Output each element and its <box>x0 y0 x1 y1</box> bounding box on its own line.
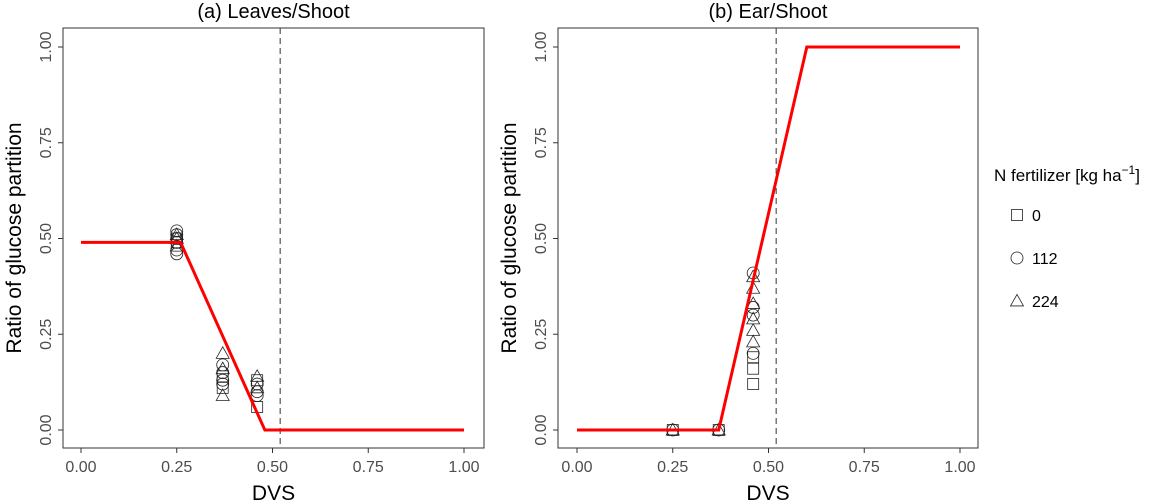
legend-key-triangle <box>1009 293 1025 307</box>
y-axis-label: Ratio of glucose partition <box>498 122 521 353</box>
legend: N fertilizer [kg ha−1] 0 112 224 <box>994 163 1140 311</box>
data-point-circle <box>216 377 230 391</box>
data-point-square <box>747 362 760 375</box>
data-point-triangle <box>745 323 761 336</box>
legend-title: N fertilizer [kg ha−1] <box>994 163 1140 185</box>
y-tick-label: 0.00 <box>38 414 55 445</box>
panel-title: (b) Ear/Shoot <box>709 1 828 23</box>
panel-b: (b) Ear/Shoot 0.00 0.25 0.50 0.75 1.00 0.00 0.2… <box>498 1 979 504</box>
plot-border <box>62 27 485 449</box>
x-axis-label: DVS <box>252 482 295 504</box>
data-point-circle <box>170 224 184 238</box>
y-tick-label: 0.25 <box>38 319 55 350</box>
y-tick-label: 0.00 <box>533 414 550 445</box>
y-tick-label: 1.00 <box>533 31 550 62</box>
y-tick-label: 0.25 <box>533 319 550 350</box>
y-tick-label: 0.50 <box>38 223 55 254</box>
data-point-circle <box>250 377 264 391</box>
x-axis-label: DVS <box>746 482 789 504</box>
legend-label: 0 <box>1032 208 1041 225</box>
data-point-circle <box>216 358 230 372</box>
x-tick-label: 0.00 <box>561 459 592 476</box>
data-point-triangle <box>215 345 230 359</box>
data-point-triangle <box>215 361 230 375</box>
y-tick-label: 0.75 <box>533 127 550 158</box>
x-tick-label: 0.75 <box>849 459 880 476</box>
data-point-square <box>216 381 229 394</box>
x-tick-label: 0.75 <box>353 459 384 476</box>
plot-border <box>557 27 979 449</box>
x-tick-label: 1.00 <box>448 459 479 476</box>
panel-a: (a) Leaves/Shoot 0.00 0.25 0.50 0.75 1.00 0.00… <box>3 1 485 504</box>
legend-label: 224 <box>1032 294 1059 311</box>
data-point-triangle <box>169 238 184 252</box>
x-tick-label: 0.00 <box>65 459 96 476</box>
data-point-triangle <box>745 311 761 325</box>
legend-key-circle <box>1010 251 1024 265</box>
data-point-circle <box>746 308 760 322</box>
y-tick-label: 1.00 <box>38 31 55 62</box>
data-point-circle <box>216 373 230 387</box>
data-point-circle <box>746 346 760 360</box>
fit-line <box>577 45 960 432</box>
data-point-circle <box>170 247 184 261</box>
data-point-triangle <box>249 380 265 394</box>
data-point-triangle <box>215 388 230 401</box>
x-tick-label: 0.50 <box>753 459 784 476</box>
data-point-square <box>747 378 760 390</box>
data-point-circle <box>216 366 230 379</box>
data-point-triangle <box>745 280 761 294</box>
y-tick-label: 0.50 <box>533 223 550 254</box>
data-point-square <box>216 370 229 383</box>
x-tick-label: 1.00 <box>944 459 975 476</box>
legend-label: 112 <box>1032 251 1058 268</box>
data-point-square <box>747 351 760 364</box>
panel-title: (a) Leaves/Shoot <box>197 1 350 23</box>
fit-line <box>81 240 464 432</box>
x-tick-label: 0.25 <box>657 459 688 476</box>
data-point-circle <box>250 389 264 402</box>
data-point-triangle <box>745 334 761 348</box>
x-tick-label: 0.25 <box>161 459 192 476</box>
legend-key-square <box>1011 209 1023 221</box>
y-axis-label: Ratio of glucose partition <box>3 122 26 353</box>
x-tick-label: 0.50 <box>257 459 288 476</box>
y-tick-label: 0.75 <box>38 127 55 158</box>
data-point-triangle <box>745 296 761 309</box>
